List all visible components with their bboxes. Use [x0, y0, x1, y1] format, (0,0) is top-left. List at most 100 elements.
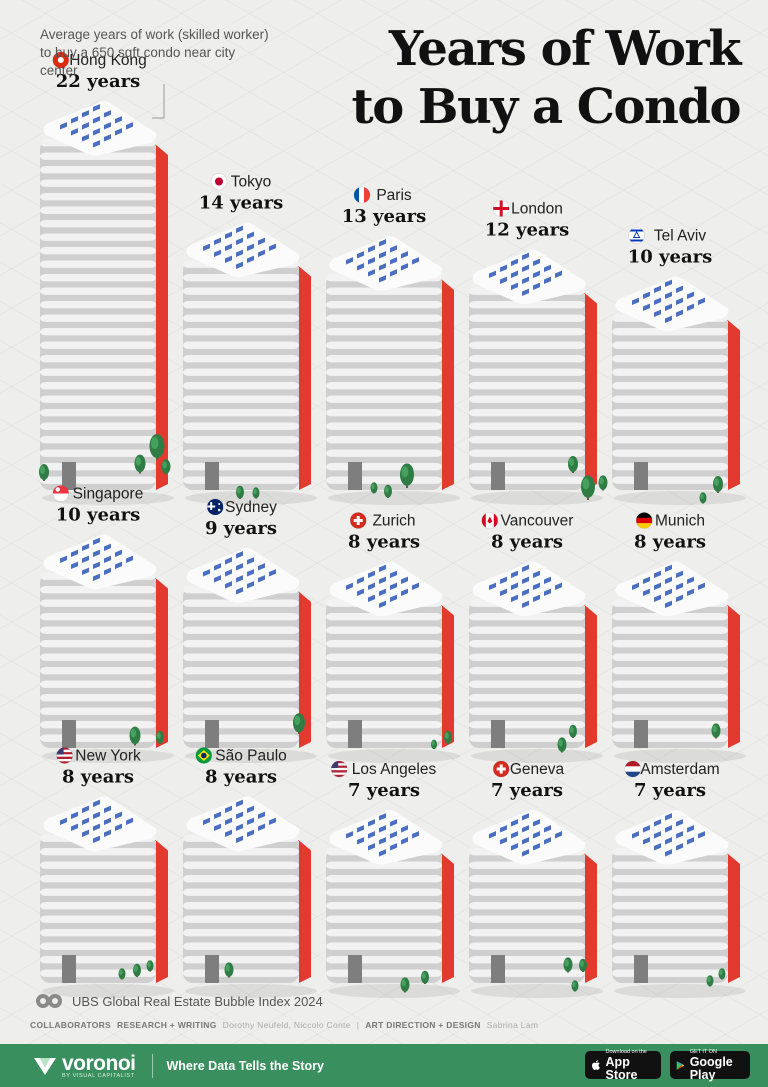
city-label: Amsterdam	[640, 761, 719, 778]
google-play-small-text: GET IT ON	[689, 1048, 717, 1055]
tree-icon	[718, 968, 726, 980]
label-sydney: Sydney 9 years	[205, 498, 277, 539]
tree-icon	[557, 737, 567, 753]
usa-flag-icon	[330, 760, 348, 778]
tree-icon	[579, 958, 587, 972]
label-new-york: New York 8 years	[56, 747, 141, 788]
years-label: 22 years	[56, 71, 141, 92]
research-names: Dorothy Neufeld, Niccolo Conte	[222, 1020, 351, 1030]
brazil-flag-icon	[195, 747, 213, 764]
england-flag-icon	[492, 200, 510, 217]
hong-kong-flag-icon	[52, 51, 70, 69]
chart: Hong Kong 22 years Tokyo 14 years Paris 13 ye…	[39, 51, 746, 998]
building-vancouver	[469, 561, 603, 763]
tree-icon	[400, 977, 410, 993]
city-label: São Paulo	[215, 748, 287, 765]
roof-windows	[203, 551, 276, 595]
tree-icon	[699, 492, 707, 504]
switzerland-flag-icon	[492, 760, 510, 778]
years-label: 8 years	[348, 532, 420, 553]
roof-windows	[60, 537, 133, 582]
years-label: 8 years	[205, 767, 277, 788]
tagline: Where Data Tells the Story	[166, 1058, 324, 1073]
tree-icon	[149, 434, 165, 461]
city-label: Tokyo	[231, 174, 272, 191]
label-zurich: Zurich 8 years	[348, 512, 420, 553]
tree-icon	[146, 960, 154, 972]
roof-windows	[346, 564, 419, 609]
tree-icon	[581, 475, 595, 500]
tree-icon	[129, 726, 141, 746]
trees	[39, 434, 726, 993]
tree-icon	[370, 482, 378, 494]
tree-icon	[711, 723, 721, 739]
city-label: Los Angeles	[352, 761, 437, 778]
years-label: 8 years	[491, 532, 563, 553]
roof-windows	[489, 813, 562, 857]
germany-flag-icon	[635, 512, 653, 529]
building-singapore	[40, 534, 174, 763]
label-sao-paulo: São Paulo 8 years	[195, 747, 287, 788]
roof-windows	[203, 225, 276, 269]
tree-icon	[252, 487, 260, 499]
source-text: UBS Global Real Estate Bubble Index 2024	[72, 993, 323, 1009]
brand-subtitle: BY VISUAL CAPITALIST	[62, 1073, 135, 1079]
years-label: 12 years	[485, 220, 570, 241]
city-label: Sydney	[225, 499, 277, 516]
tree-icon	[421, 970, 429, 984]
tree-icon	[571, 980, 579, 992]
roof-windows	[203, 799, 276, 843]
label-vancouver: Vancouver 8 years	[481, 512, 574, 553]
tree-icon	[161, 459, 171, 475]
city-label: New York	[75, 748, 141, 765]
google-play-large-text: Google Play	[689, 1054, 733, 1082]
city-label: Paris	[376, 187, 412, 204]
tree-icon	[444, 730, 452, 744]
city-label: London	[511, 201, 563, 218]
roof-windows	[60, 104, 133, 148]
tree-icon	[133, 963, 141, 977]
roof-windows	[346, 239, 419, 283]
google-play-icon	[676, 1060, 685, 1070]
tree-icon	[224, 962, 234, 978]
building-paris	[326, 236, 460, 505]
years-label: 10 years	[56, 505, 141, 526]
city-label: Vancouver	[501, 513, 574, 530]
canada-flag-icon	[481, 512, 499, 529]
credits: COLLABORATORS RESEARCH + WRITING Dorothy…	[30, 1020, 538, 1030]
tree-icon	[706, 975, 714, 987]
years-label: 10 years	[628, 247, 713, 268]
tree-icon	[134, 454, 146, 474]
google-play-button[interactable]: GET IT ON Google Play	[670, 1048, 750, 1082]
app-store-button[interactable]: Download on the App Store	[585, 1048, 661, 1082]
app-store-large-text: App Store	[605, 1054, 638, 1082]
design-names: Sabrina Lam	[486, 1020, 539, 1030]
source-logo-icon	[36, 994, 62, 1008]
building-sydney	[183, 548, 317, 763]
building-tel-aviv	[612, 276, 746, 505]
label-paris: Paris 13 years	[342, 186, 427, 227]
label-amsterdam: Amsterdam 7 years	[624, 760, 720, 801]
tree-icon	[236, 485, 244, 499]
title-line-2: to Buy a Condo	[351, 79, 742, 135]
roof-windows	[346, 813, 419, 857]
building-los-angeles	[326, 810, 460, 998]
building-tokyo	[183, 222, 317, 505]
building-sao-paulo	[183, 796, 317, 998]
design-label: ART DIRECTION + DESIGN	[365, 1020, 481, 1030]
label-munich: Munich 8 years	[634, 512, 706, 553]
bracket-line	[152, 84, 165, 119]
tree-icon	[568, 456, 578, 473]
tree-icon	[118, 968, 126, 980]
app-store-small-text: Download on the	[605, 1048, 647, 1055]
years-label: 7 years	[491, 780, 563, 801]
roof-windows	[632, 564, 705, 608]
years-label: 7 years	[634, 780, 706, 801]
tree-icon	[293, 713, 305, 734]
brand[interactable]: voronoi BY VISUAL CAPITALIST	[32, 1052, 136, 1079]
roof-windows	[489, 252, 562, 296]
tree-icon	[569, 724, 577, 738]
years-label: 13 years	[342, 206, 427, 227]
building-geneva	[469, 810, 603, 998]
page-title: Years of Work to Buy a Condo	[240, 20, 742, 136]
